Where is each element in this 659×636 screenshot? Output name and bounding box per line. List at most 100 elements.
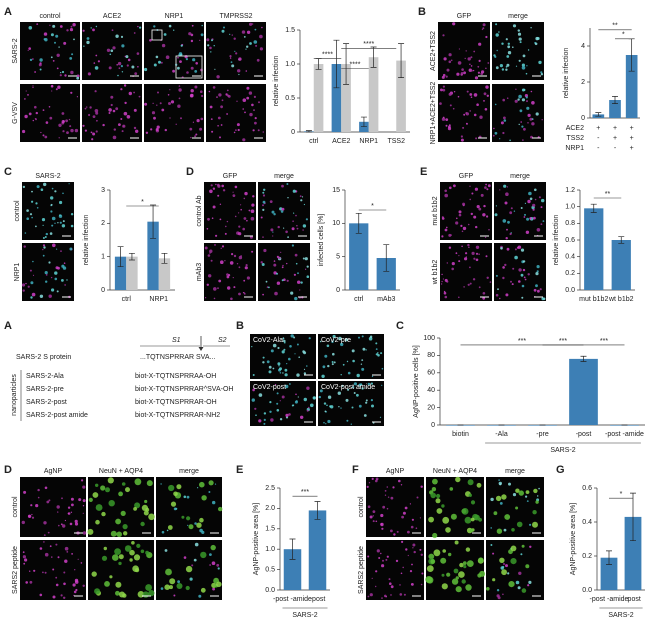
column-label: control (39, 13, 60, 20)
cell-signal (62, 220, 65, 223)
micrograph (20, 477, 86, 537)
cell-signal (32, 274, 35, 276)
cell-signal (460, 224, 463, 227)
cell-signal (490, 497, 494, 502)
cell-signal (74, 128, 79, 133)
cell-signal (36, 185, 40, 189)
cell-signal (463, 113, 466, 116)
panel-letter: C (4, 166, 12, 178)
y-tick-label: 60 (427, 370, 435, 377)
nanoparticle-sequence: biot-X-TQTNSPRRAR-OH (135, 399, 217, 406)
cell-signal (192, 58, 196, 62)
cell-signal (375, 570, 378, 573)
cell-signal (390, 594, 392, 596)
cell-signal (262, 361, 265, 364)
cell-signal (71, 53, 74, 56)
cell-signal (436, 493, 441, 499)
cell-signal (115, 518, 121, 525)
cell-signal (350, 423, 352, 425)
cell-signal (515, 580, 520, 585)
cell-signal (210, 51, 212, 53)
cell-signal (485, 35, 488, 39)
cell-signal (464, 516, 472, 524)
cell-signal (442, 34, 445, 37)
bar (308, 510, 327, 590)
cell-signal (484, 108, 488, 111)
cell-signal (61, 264, 65, 268)
column-label: GFP (459, 173, 474, 180)
cell-signal (448, 233, 452, 237)
cell-signal (51, 556, 53, 558)
cell-signal (194, 522, 197, 525)
cell-signal (452, 107, 455, 110)
cell-signal (529, 197, 533, 201)
cell-signal (246, 86, 250, 90)
cell-signal (369, 335, 373, 338)
cell-signal (234, 185, 238, 189)
column-label: merge (508, 13, 528, 20)
cell-signal (120, 88, 123, 91)
x-tick-label: TSS2 (387, 138, 405, 145)
cell-signal (189, 577, 193, 581)
cell-signal (281, 395, 285, 399)
cell-signal (163, 33, 167, 36)
cell-signal (510, 558, 517, 565)
cell-signal (55, 34, 59, 38)
cell-signal (481, 70, 485, 74)
condition-mark: - (597, 135, 600, 142)
y-axis-label: AgNP-positive cells [%] (413, 345, 420, 417)
y-axis-label: relative infection (273, 56, 280, 107)
cell-signal (61, 112, 65, 115)
cell-signal (460, 138, 464, 142)
cell-signal (521, 125, 524, 128)
cell-signal (109, 53, 112, 56)
cell-signal (289, 345, 292, 348)
cell-signal (371, 577, 373, 580)
micrograph (250, 334, 316, 379)
y-tick-label: 2 (101, 220, 105, 227)
cell-signal (201, 94, 204, 98)
cell-signal (475, 225, 478, 229)
cell-signal (200, 33, 204, 37)
cell-signal (143, 510, 149, 516)
cell-signal (265, 280, 268, 283)
cell-signal (88, 497, 93, 502)
cell-signal (446, 68, 450, 72)
cell-signal (362, 347, 366, 351)
cell-signal (297, 272, 299, 275)
cell-signal (134, 72, 138, 75)
cell-signal (322, 365, 326, 369)
cell-signal (298, 356, 301, 359)
cell-signal (410, 525, 414, 529)
cell-signal (435, 498, 441, 504)
cell-signal (521, 66, 526, 70)
cell-signal (282, 264, 284, 267)
cell-signal (221, 99, 224, 102)
cell-signal (505, 564, 508, 568)
cell-signal (465, 547, 471, 552)
cell-signal (520, 248, 525, 252)
cell-signal (52, 243, 56, 248)
cell-signal (402, 566, 405, 569)
cell-signal (88, 72, 91, 76)
cell-signal (137, 66, 139, 68)
cell-signal (52, 24, 56, 28)
cell-signal (164, 549, 168, 552)
cell-signal (399, 584, 401, 586)
cell-signal (453, 184, 456, 188)
cell-signal (307, 406, 310, 409)
cell-signal (238, 232, 242, 236)
cell-signal (199, 517, 204, 523)
cell-signal (341, 384, 344, 387)
x-tick-label: NRP1 (359, 138, 378, 145)
cell-signal (538, 196, 541, 199)
cell-signal (474, 514, 480, 521)
cell-signal (124, 101, 127, 105)
cell-signal (296, 343, 299, 346)
cell-signal (384, 494, 387, 496)
cell-signal (371, 477, 374, 480)
cell-signal (455, 252, 458, 255)
cell-signal (451, 578, 459, 585)
cell-signal (528, 580, 532, 585)
cell-signal (442, 278, 444, 280)
